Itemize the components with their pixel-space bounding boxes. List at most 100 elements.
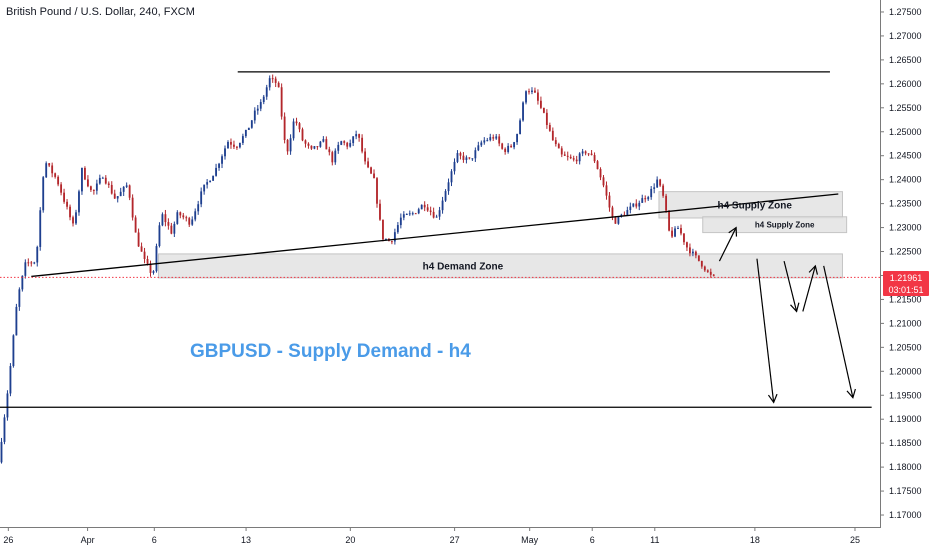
candle-body <box>495 136 498 139</box>
candle-body <box>525 91 527 103</box>
candle-body <box>313 146 316 149</box>
candle-body <box>334 150 337 163</box>
candle-body <box>364 151 367 162</box>
candle-body <box>203 184 206 192</box>
candle-body <box>346 142 349 147</box>
price-tick-label: 1.24500 <box>889 151 922 161</box>
candle-body <box>122 186 125 192</box>
time-tick-label: 13 <box>241 535 251 545</box>
price-badge-countdown: 03:01:51 <box>888 285 923 295</box>
price-tick-label: 1.25000 <box>889 127 922 137</box>
candle-body <box>671 230 673 237</box>
candle-body <box>164 214 167 223</box>
candle-body <box>712 274 715 276</box>
candle-body <box>492 137 495 139</box>
candle-body <box>361 137 364 152</box>
candle-body <box>614 217 617 224</box>
candle-body <box>706 270 709 272</box>
candle-body <box>92 189 95 191</box>
candle-body <box>51 165 54 174</box>
price-tick-label: 1.26000 <box>889 79 922 89</box>
candle-body <box>662 185 665 196</box>
trendlines <box>31 193 839 278</box>
candle-body <box>599 169 602 178</box>
candle-body <box>134 217 137 233</box>
candle-body <box>414 213 417 215</box>
price-tick-label: 1.25500 <box>889 103 922 113</box>
price-tick-label: 1.17000 <box>889 510 922 520</box>
price-badge-price: 1.21961 <box>890 273 923 283</box>
candle-body <box>75 212 77 224</box>
candle-body <box>390 241 393 243</box>
candle-body <box>128 185 131 198</box>
candle-body <box>301 129 304 141</box>
candle-body <box>566 155 569 157</box>
candle-body <box>42 177 45 211</box>
candle-body <box>447 182 450 192</box>
candle-body <box>539 100 542 108</box>
candle-body <box>498 136 501 144</box>
candle-body <box>125 185 128 187</box>
candle-body <box>519 120 521 135</box>
candle-body <box>343 141 346 143</box>
candle-body <box>274 78 277 83</box>
trendline <box>31 193 839 278</box>
candle-body <box>152 271 155 273</box>
candle-body <box>602 177 605 186</box>
axes-frame <box>0 0 881 528</box>
candle-body <box>113 193 116 199</box>
projection-arrow-head <box>808 264 819 275</box>
candle-body <box>608 195 611 208</box>
current-price-badge: 1.21961 03:01:51 <box>883 271 929 296</box>
time-tick-label: 18 <box>750 535 760 545</box>
candle-body <box>674 228 676 237</box>
candle-body <box>683 233 685 243</box>
candle-body <box>453 161 456 172</box>
candle-body <box>700 260 703 267</box>
candle-body <box>292 121 295 139</box>
candle-body <box>298 123 301 130</box>
candle-body <box>680 228 682 234</box>
candle-body <box>352 136 355 144</box>
price-tick-label: 1.23500 <box>889 199 922 209</box>
candle-body <box>632 203 635 207</box>
zone-label: h4 Supply Zone <box>755 221 815 230</box>
candle-body <box>373 173 375 179</box>
candle-body <box>286 139 289 152</box>
candle-body <box>244 130 247 137</box>
candle-body <box>236 146 238 148</box>
candle-body <box>98 177 101 184</box>
candle-body <box>560 148 563 155</box>
candle-body <box>587 153 590 155</box>
projection-arrows <box>718 226 856 404</box>
chart-annotation-title: GBPUSD - Supply Demand - h4 <box>190 341 471 362</box>
projection-arrow-line <box>756 258 775 403</box>
candle-body <box>247 127 250 131</box>
candle-body <box>197 204 200 212</box>
price-tick-label: 1.21500 <box>889 294 922 304</box>
price-tick-label: 1.24000 <box>889 175 922 185</box>
candle-body <box>325 139 328 150</box>
candle-body <box>393 232 396 242</box>
candle-body <box>581 151 584 154</box>
candle-body <box>143 251 146 260</box>
candle-body <box>227 141 229 149</box>
price-tick-label: 1.18500 <box>889 438 922 448</box>
candle-body <box>221 156 223 164</box>
candle-body <box>647 197 650 200</box>
candle-body <box>382 219 384 240</box>
candle-body <box>131 197 134 218</box>
projection-arrow-head <box>767 393 778 404</box>
candle-body <box>167 222 170 226</box>
candle-body <box>396 225 399 233</box>
candle-body <box>522 102 524 121</box>
candle-body <box>575 159 578 162</box>
candle-body <box>703 266 706 271</box>
candle-body <box>689 247 691 254</box>
candle-body <box>161 214 164 226</box>
candle-body <box>256 108 259 111</box>
candle-body <box>283 116 286 140</box>
candle-body <box>569 156 572 159</box>
candle-body <box>462 155 465 160</box>
time-tick-label: 25 <box>850 535 860 545</box>
